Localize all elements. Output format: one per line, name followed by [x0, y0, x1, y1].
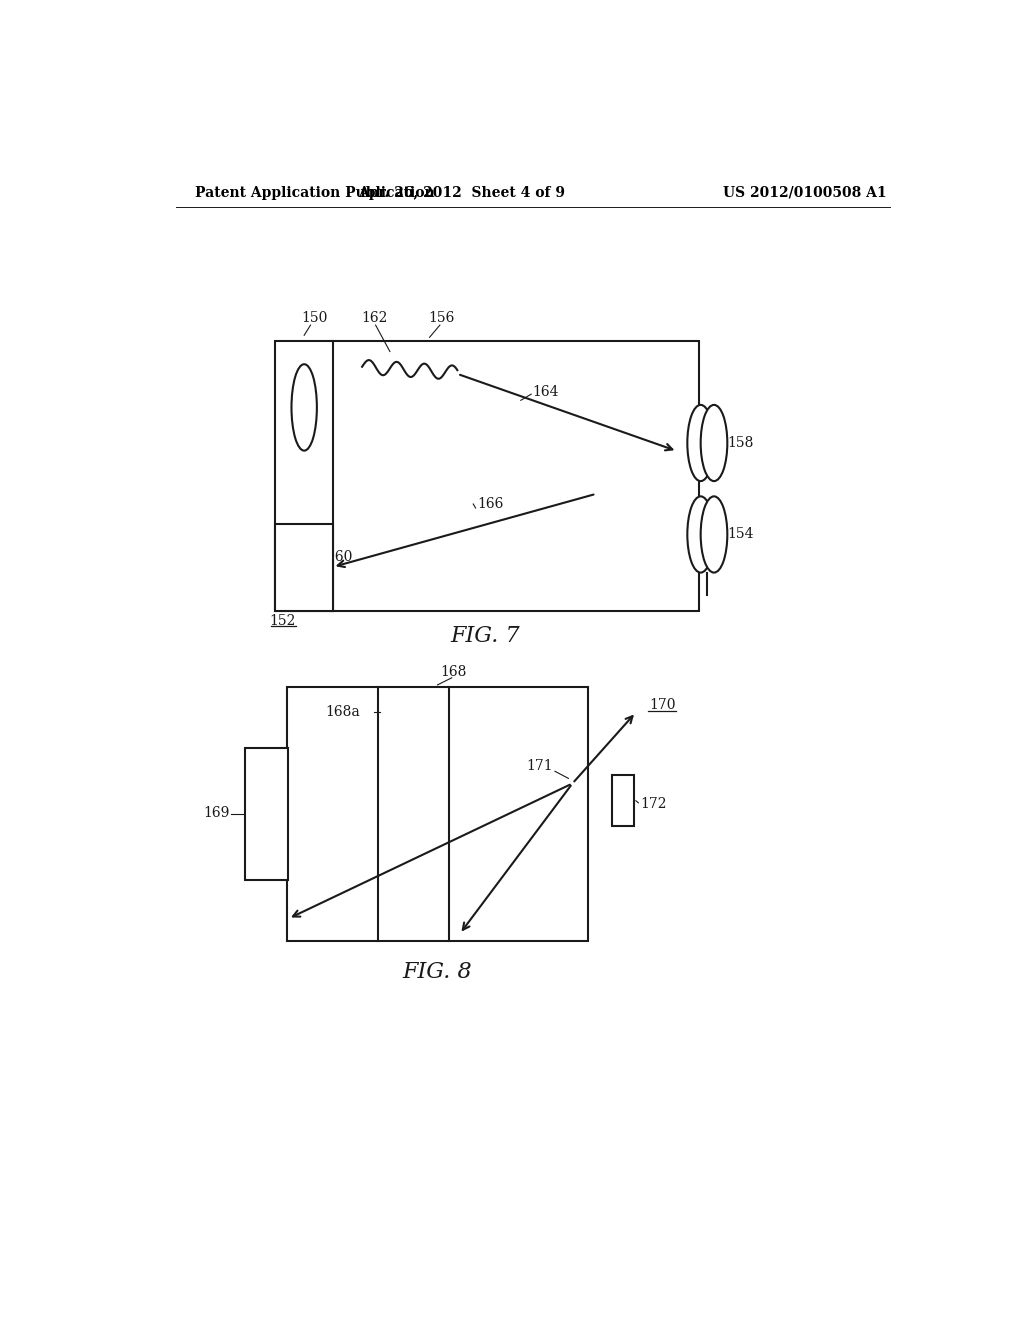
Text: Patent Application Publication: Patent Application Publication	[196, 186, 435, 199]
Ellipse shape	[700, 496, 727, 573]
Text: 152: 152	[269, 614, 296, 628]
Ellipse shape	[700, 405, 727, 480]
Text: 166: 166	[477, 496, 504, 511]
Text: 158: 158	[727, 436, 754, 450]
Bar	[331, 342, 699, 611]
Ellipse shape	[687, 405, 714, 480]
Text: 162: 162	[360, 312, 387, 325]
Text: 156: 156	[428, 312, 455, 325]
Text: 171: 171	[526, 759, 553, 774]
Ellipse shape	[292, 364, 316, 450]
Bar	[274, 524, 333, 611]
Text: US 2012/0100508 A1: US 2012/0100508 A1	[723, 186, 887, 199]
Text: 164: 164	[532, 385, 559, 399]
Bar	[246, 748, 289, 880]
Text: FIG. 8: FIG. 8	[402, 961, 472, 982]
Bar	[612, 775, 634, 826]
Text: 172: 172	[640, 797, 667, 810]
Ellipse shape	[687, 496, 714, 573]
Bar	[287, 686, 588, 941]
Bar	[274, 342, 333, 611]
Text: 160: 160	[327, 550, 353, 564]
Text: 154: 154	[727, 528, 754, 541]
Text: FIG. 7: FIG. 7	[451, 626, 520, 647]
Text: 168: 168	[440, 665, 467, 678]
Text: 150: 150	[301, 312, 328, 325]
Text: Apr. 26, 2012  Sheet 4 of 9: Apr. 26, 2012 Sheet 4 of 9	[357, 186, 565, 199]
Text: 170: 170	[649, 698, 676, 713]
Text: 169: 169	[203, 807, 229, 820]
Text: 168a: 168a	[325, 705, 359, 719]
